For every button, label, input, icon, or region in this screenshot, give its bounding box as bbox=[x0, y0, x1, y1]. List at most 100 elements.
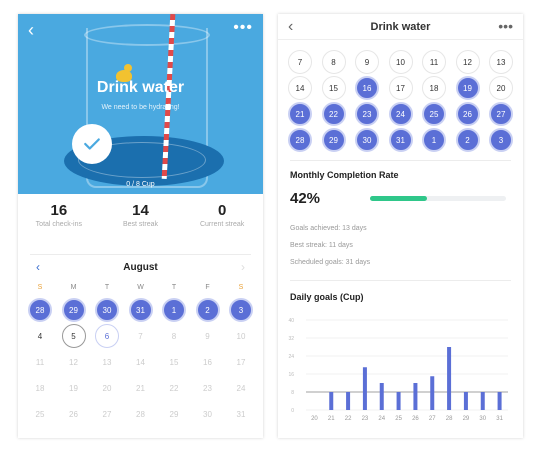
calendar-day[interactable]: 10 bbox=[236, 331, 246, 341]
calendar-day[interactable]: 26 bbox=[455, 102, 480, 126]
calendar-day[interactable]: 11 bbox=[35, 357, 45, 367]
habit-title: Drink water bbox=[96, 79, 185, 96]
x-tick-label: 23 bbox=[362, 416, 369, 422]
bar[interactable] bbox=[447, 347, 452, 410]
calendar-day[interactable]: 16 bbox=[355, 76, 379, 100]
bar[interactable] bbox=[463, 392, 468, 410]
calendar-week-row: 11 12 13 14 15 16 17 bbox=[28, 350, 253, 374]
calendar-day[interactable]: 29 bbox=[61, 298, 86, 322]
calendar-day[interactable]: 28 bbox=[136, 409, 145, 419]
calendar-day[interactable]: 2 bbox=[195, 298, 220, 322]
calendar-day[interactable]: 22 bbox=[321, 102, 346, 126]
calendar-day[interactable]: 11 bbox=[422, 50, 446, 74]
check-in-button[interactable] bbox=[72, 124, 112, 164]
calendar-day[interactable]: 21 bbox=[136, 383, 145, 393]
bar[interactable] bbox=[362, 367, 367, 410]
calendar-day[interactable]: 8 bbox=[321, 50, 346, 74]
calendar-day[interactable]: 30 bbox=[203, 409, 212, 419]
calendar-day[interactable]: 19 bbox=[455, 76, 480, 100]
right-screen: ‹ Drink water ••• 7 8 9 10 11 12 13 14 15 16 17 18 1… bbox=[278, 14, 523, 438]
calendar-day[interactable]: 31 bbox=[388, 128, 413, 152]
completion-percent: 42% bbox=[290, 190, 321, 207]
calendar-day[interactable]: 24 bbox=[388, 102, 413, 126]
calendar-day[interactable]: 7 bbox=[288, 50, 312, 74]
bar[interactable] bbox=[379, 383, 384, 410]
bar[interactable] bbox=[430, 376, 435, 410]
bar[interactable] bbox=[346, 392, 351, 410]
calendar-day[interactable]: 28 bbox=[288, 128, 312, 152]
calendar-day[interactable]: 15 bbox=[169, 357, 179, 367]
header-bar: ‹ Drink water ••• bbox=[278, 14, 523, 40]
calendar-day[interactable]: 22 bbox=[169, 383, 179, 393]
calendar-day[interactable]: 4 bbox=[37, 331, 43, 341]
bar[interactable] bbox=[329, 392, 334, 410]
calendar-day[interactable]: 12 bbox=[69, 357, 78, 367]
calendar-day[interactable]: 27 bbox=[102, 409, 112, 419]
scheduled-goals: Scheduled goals: 31 days bbox=[290, 259, 371, 266]
bar[interactable] bbox=[497, 392, 502, 410]
stat-value: 16 bbox=[50, 202, 68, 219]
calendar-day[interactable]: 7 bbox=[138, 331, 143, 341]
x-tick-label: 29 bbox=[463, 416, 470, 422]
calendar-day[interactable]: 27 bbox=[489, 102, 513, 126]
calendar-day[interactable]: 16 bbox=[203, 357, 212, 367]
calendar-day[interactable]: 10 bbox=[388, 50, 413, 74]
hero-banner: ‹ ••• Drink water We need to be hydratin… bbox=[18, 14, 263, 194]
bar[interactable] bbox=[413, 383, 418, 410]
calendar-day[interactable]: 17 bbox=[236, 357, 246, 367]
prev-month-icon[interactable]: ‹ bbox=[36, 260, 40, 274]
calendar-day[interactable]: 3 bbox=[229, 298, 253, 322]
calendar-day[interactable]: 18 bbox=[35, 383, 45, 393]
calendar-day[interactable]: 14 bbox=[136, 357, 145, 367]
calendar-day[interactable]: 6 bbox=[95, 324, 119, 348]
calendar-day[interactable]: 30 bbox=[355, 128, 379, 152]
calendar-day[interactable]: 20 bbox=[489, 76, 513, 100]
weekday-label: F bbox=[205, 283, 210, 291]
calendar-day[interactable]: 1 bbox=[162, 298, 186, 322]
bar[interactable] bbox=[480, 392, 485, 410]
calendar-day[interactable]: 23 bbox=[355, 102, 379, 126]
calendar-day[interactable]: 26 bbox=[69, 409, 78, 419]
calendar-day[interactable]: 5 bbox=[61, 324, 86, 348]
next-month-icon[interactable]: › bbox=[241, 260, 245, 274]
more-icon[interactable]: ••• bbox=[498, 18, 513, 34]
calendar-day[interactable]: 18 bbox=[422, 76, 446, 100]
back-icon[interactable]: ‹ bbox=[288, 18, 294, 35]
calendar-day[interactable]: 29 bbox=[321, 128, 346, 152]
calendar-day[interactable]: 19 bbox=[69, 383, 78, 393]
back-icon[interactable]: ‹ bbox=[28, 20, 34, 40]
calendar-day[interactable]: 23 bbox=[203, 383, 212, 393]
calendar-day[interactable]: 9 bbox=[205, 331, 210, 341]
calendar-week-row: 28 29 30 31 1 2 3 bbox=[288, 128, 513, 152]
weekday-label: M bbox=[70, 283, 77, 291]
calendar-day[interactable]: 13 bbox=[102, 357, 112, 367]
bar[interactable] bbox=[396, 392, 401, 410]
calendar-day[interactable]: 9 bbox=[355, 50, 379, 74]
calendar-day[interactable]: 3 bbox=[489, 128, 513, 152]
calendar-day[interactable]: 17 bbox=[388, 76, 413, 100]
x-tick-label: 30 bbox=[479, 416, 486, 422]
calendar-day[interactable]: 2 bbox=[455, 128, 480, 152]
calendar-day[interactable]: 14 bbox=[288, 76, 312, 100]
calendar-day[interactable]: 21 bbox=[288, 102, 312, 126]
cup-progress: 0 / 8 Cup bbox=[126, 181, 155, 188]
calendar-day[interactable]: 1 bbox=[422, 128, 446, 152]
weekday-label: W bbox=[137, 283, 144, 291]
calendar-day[interactable]: 31 bbox=[236, 409, 246, 419]
calendar-day[interactable]: 30 bbox=[95, 298, 119, 322]
more-icon[interactable]: ••• bbox=[233, 19, 253, 36]
calendar-day[interactable]: 25 bbox=[422, 102, 446, 126]
calendar-day[interactable]: 15 bbox=[321, 76, 346, 100]
calendar-day[interactable]: 29 bbox=[169, 409, 179, 419]
calendar-day[interactable]: 28 bbox=[28, 298, 52, 322]
calendar-day[interactable]: 8 bbox=[171, 331, 177, 341]
calendar-day[interactable]: 25 bbox=[35, 409, 45, 419]
y-tick-label: 32 bbox=[288, 336, 294, 342]
divider bbox=[30, 254, 251, 255]
calendar-day[interactable]: 20 bbox=[102, 383, 112, 393]
calendar-day[interactable]: 24 bbox=[236, 383, 246, 393]
calendar-day[interactable]: 12 bbox=[455, 50, 480, 74]
calendar-day[interactable]: 13 bbox=[489, 50, 513, 74]
calendar-day[interactable]: 31 bbox=[128, 298, 153, 322]
